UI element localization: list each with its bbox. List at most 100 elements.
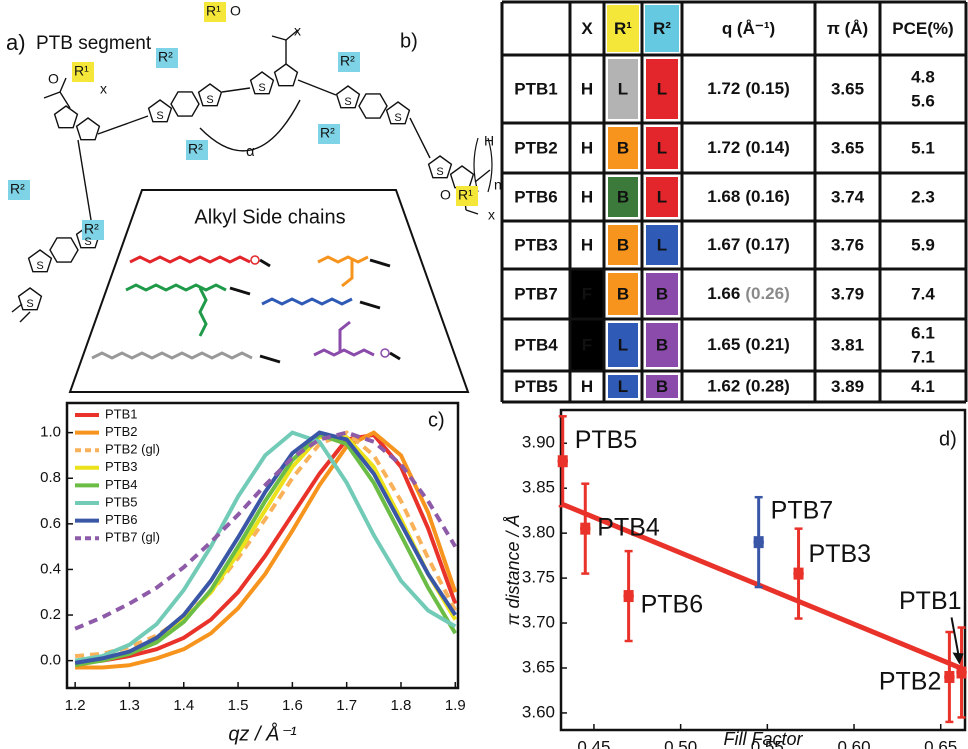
y-tick-label: 0.2	[40, 606, 61, 623]
y-tick-label: 1.0	[40, 424, 61, 441]
side-chain-box	[68, 189, 470, 393]
pce-cell: 5.9	[911, 235, 935, 254]
label-highlight	[456, 186, 478, 206]
point	[557, 455, 568, 468]
ring	[197, 83, 223, 107]
bond	[297, 79, 337, 96]
label-highlight	[204, 2, 226, 22]
point	[944, 670, 955, 683]
bond	[97, 115, 149, 135]
legend-label: PTB7 (gl)	[105, 530, 160, 545]
cell-fill	[646, 375, 678, 398]
column-header: R¹	[614, 19, 632, 38]
panel-label: d)	[939, 428, 957, 450]
atom-label: S	[36, 260, 43, 272]
r1-cell: B	[617, 187, 629, 206]
x-tick-label: 0.60	[837, 737, 870, 749]
oxygen	[380, 348, 390, 358]
r2-cell: L	[657, 79, 667, 98]
point-label: PTB6	[641, 591, 704, 619]
row-name: PTB1	[514, 79, 557, 98]
side-chain	[338, 320, 351, 352]
pce-cell: 6.1	[911, 323, 935, 342]
y-tick-label: 3.80	[522, 523, 555, 542]
chain-tip	[259, 258, 271, 268]
alpha-label: α	[246, 143, 255, 160]
cell-fill	[608, 323, 638, 367]
q-error: (0.21)	[745, 335, 789, 354]
r1-cell: L	[618, 335, 628, 354]
y-axis-label: π distance / Å	[503, 514, 523, 625]
q-cell: 1.65 (0.21)	[707, 335, 790, 354]
pi-cell: 3.65	[831, 138, 864, 157]
oxygen	[250, 255, 260, 265]
legend-label: PTB2 (gl)	[105, 442, 160, 457]
q-error: (0.16)	[745, 187, 789, 206]
panel-label: b)	[400, 30, 418, 52]
legend-label: PTB3	[105, 459, 138, 474]
q-error: (0.14)	[745, 138, 789, 157]
cell-fill	[646, 323, 678, 367]
cell-fill	[608, 225, 638, 265]
pce-cell: 7.4	[911, 284, 935, 303]
row-name: PTB4	[514, 335, 558, 354]
point-label: PTB5	[575, 426, 638, 454]
ring	[49, 237, 79, 263]
side-chain	[125, 283, 227, 292]
atom-label: S	[206, 94, 213, 106]
pce-cell: 4.8	[911, 67, 935, 86]
x-tick-label: 1.9	[445, 697, 466, 714]
structure-label: R²	[10, 181, 25, 197]
side-chain	[341, 258, 354, 288]
cell-fill	[608, 59, 638, 119]
point-label: PTB2	[879, 668, 942, 696]
atom-label: x	[100, 81, 107, 97]
cell-fill	[646, 273, 678, 315]
legend-label: PTB6	[105, 512, 138, 527]
structure-label: R²	[340, 53, 355, 69]
pi-cell: 3.74	[831, 187, 865, 206]
x-cell: H	[581, 235, 593, 254]
y-tick-label: 3.90	[522, 433, 555, 452]
r2-cell: L	[657, 138, 667, 157]
series-line	[75, 430, 458, 670]
cell-fill	[608, 127, 638, 169]
x-cell: H	[581, 138, 593, 157]
alpha-arc	[199, 99, 301, 152]
row-name: PTB2	[514, 138, 557, 157]
atom-label: O	[48, 71, 59, 87]
cell-fill	[646, 177, 678, 217]
point	[793, 567, 804, 580]
series-line	[74, 430, 457, 665]
ring	[449, 165, 475, 189]
r1-cell: B	[617, 235, 629, 254]
plot-frame	[65, 401, 460, 690]
chain-tip	[229, 286, 251, 296]
q-value: 1.62	[707, 377, 740, 396]
point	[956, 666, 967, 679]
x-tick-label: 0.50	[664, 737, 697, 749]
cell-fill	[646, 59, 678, 119]
atom-label: H	[484, 133, 494, 149]
r2-cell: L	[657, 187, 667, 206]
point-label: PTB7	[771, 497, 834, 525]
pi-cell: 3.81	[831, 335, 864, 354]
ring	[335, 85, 361, 109]
y-tick-label: 0.4	[40, 560, 61, 577]
y-tick-label: 0.6	[40, 515, 61, 532]
chain-tip	[359, 300, 381, 310]
bond	[59, 77, 67, 93]
bond	[221, 87, 251, 93]
side-chain	[129, 255, 251, 264]
q-cell: 1.66 (0.26)	[707, 284, 790, 303]
point	[623, 590, 634, 603]
x-cell: H	[581, 79, 593, 98]
ring	[170, 91, 200, 117]
atom-label: S	[436, 166, 443, 178]
q-value: 1.68	[707, 187, 740, 206]
q-value: 1.66	[707, 284, 740, 303]
arrow-head	[952, 652, 964, 665]
bond	[77, 139, 93, 227]
x-axis-label: qz / Å⁻¹	[228, 722, 297, 745]
